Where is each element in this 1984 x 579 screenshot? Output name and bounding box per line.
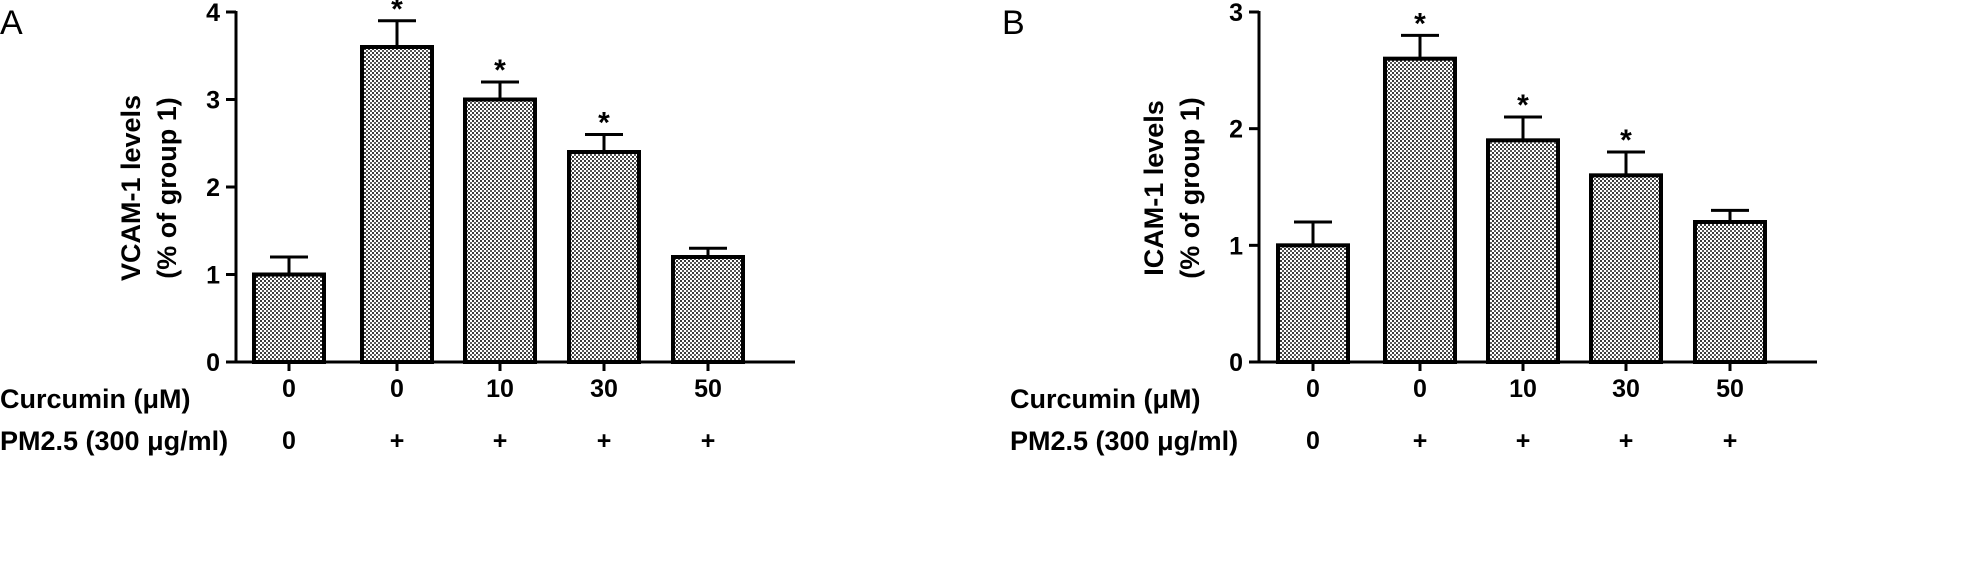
marks-layer: 0 1 2 3 4 0 0 * 0 + * 10 + * 30 +50 + <box>206 0 795 455</box>
significance-marker: * <box>598 107 610 140</box>
curcumin-dose-label: 0 <box>282 375 296 403</box>
y-tick-label: 3 <box>1229 0 1243 27</box>
pm25-label: + <box>701 427 716 455</box>
y-tick-label: 4 <box>206 0 220 27</box>
bar <box>1383 56 1457 365</box>
curcumin-dose-label: 0 <box>390 375 404 403</box>
significance-marker: * <box>1620 124 1632 157</box>
y-tick-label: 2 <box>206 174 220 202</box>
curcumin-dose-label: 30 <box>590 375 618 403</box>
bar <box>1276 243 1350 364</box>
y-tick-label: 0 <box>1229 349 1243 377</box>
significance-marker: * <box>494 54 506 87</box>
bar <box>1486 138 1560 364</box>
curcumin-dose-label: 50 <box>1716 375 1744 403</box>
pm25-row-label: PM2.5 (300 μg/ml) <box>1010 426 1238 456</box>
panel-letter: B <box>1002 4 1025 42</box>
y-tick-label: 0 <box>206 349 220 377</box>
significance-marker: * <box>1414 7 1426 40</box>
y-axis-label-line2: (% of group 1) <box>152 97 182 278</box>
pm25-label: 0 <box>282 427 296 455</box>
pm25-label: + <box>597 427 612 455</box>
curcumin-dose-label: 10 <box>486 375 514 403</box>
bar <box>671 255 745 364</box>
bar <box>463 97 537 364</box>
pm25-label: + <box>1619 427 1634 455</box>
panel-b: B ICAM-1 levels (% of group 1) Curcumin … <box>1002 0 1817 456</box>
curcumin-dose-label: 10 <box>1509 375 1537 403</box>
significance-marker: * <box>391 0 403 26</box>
pm25-label: + <box>493 427 508 455</box>
curcumin-row-label: Curcumin (μM) <box>1010 384 1201 414</box>
curcumin-row-label: Curcumin (μM) <box>0 384 191 414</box>
pm25-label: + <box>1413 427 1428 455</box>
panel-letter: A <box>0 4 23 42</box>
y-axis-label-line1: VCAM-1 levels <box>116 95 146 281</box>
bar <box>252 272 326 364</box>
significance-marker: * <box>1517 89 1529 122</box>
pm25-label: + <box>1723 427 1738 455</box>
bar <box>1589 173 1663 364</box>
y-axis-label-line1: ICAM-1 levels <box>1139 100 1169 276</box>
y-tick-label: 3 <box>206 87 220 115</box>
y-axis-label-line2: (% of group 1) <box>1175 97 1205 278</box>
curcumin-dose-label: 50 <box>694 375 722 403</box>
panel-a: A VCAM-1 levels (% of group 1) Curcumin … <box>0 0 795 456</box>
y-tick-label: 1 <box>206 262 220 290</box>
y-tick-label: 2 <box>1229 116 1243 144</box>
curcumin-dose-label: 0 <box>1306 375 1320 403</box>
curcumin-dose-label: 0 <box>1413 375 1427 403</box>
bar <box>567 150 641 364</box>
curcumin-dose-label: 30 <box>1612 375 1640 403</box>
pm25-row-label: PM2.5 (300 μg/ml) <box>0 426 228 456</box>
bar <box>360 45 434 364</box>
pm25-label: + <box>390 427 405 455</box>
pm25-label: + <box>1516 427 1531 455</box>
pm25-label: 0 <box>1306 427 1320 455</box>
y-tick-label: 1 <box>1229 232 1243 260</box>
bar <box>1693 220 1767 364</box>
